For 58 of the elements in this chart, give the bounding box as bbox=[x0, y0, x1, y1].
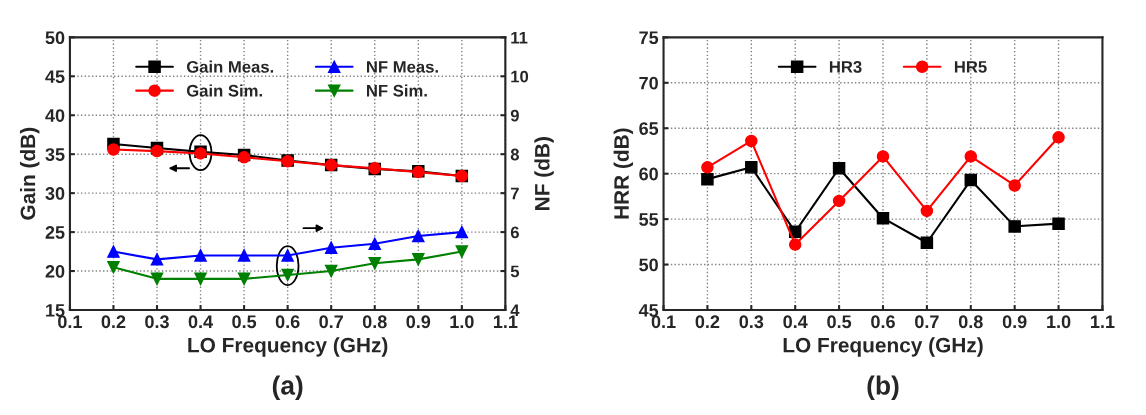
y-tick-label: 65 bbox=[639, 122, 659, 135]
x-tick-label: 0.6 bbox=[871, 315, 895, 329]
x-tick-label: 0.6 bbox=[275, 315, 300, 329]
x-tick-label: 0.1 bbox=[651, 315, 676, 329]
y-tick-label: 25 bbox=[45, 226, 65, 239]
y-tick-label: 75 bbox=[639, 31, 659, 45]
y-tick-label: 55 bbox=[639, 213, 659, 226]
x-tick-label: 0.7 bbox=[319, 315, 343, 329]
legend-label: HR5 bbox=[954, 61, 987, 73]
x-tick-label: 0.9 bbox=[406, 315, 431, 329]
legend-label: HR3 bbox=[829, 60, 862, 73]
x-tick-label: 1.1 bbox=[493, 315, 518, 328]
x-tick-label: 0.5 bbox=[232, 315, 257, 329]
x-tick-label: 1.0 bbox=[1047, 315, 1071, 329]
legend-label: NF Meas. bbox=[367, 61, 438, 73]
y-axis-title: Gain (dB) bbox=[19, 127, 40, 220]
y-tick-label: 50 bbox=[639, 258, 658, 272]
y-tick-label: 70 bbox=[639, 76, 658, 90]
y2-tick-label: 8 bbox=[510, 148, 519, 161]
y2-tick-label: 4 bbox=[510, 304, 520, 317]
x-tick-label: 1.1 bbox=[1091, 315, 1115, 328]
y2-tick-label: 11 bbox=[511, 31, 528, 44]
text: (b) bbox=[867, 375, 899, 401]
y2-tick-label: 10 bbox=[511, 70, 529, 83]
y-tick-label: 45 bbox=[45, 70, 65, 84]
y-tick-label: 60 bbox=[639, 167, 658, 181]
x-tick-label: 1.0 bbox=[450, 315, 474, 329]
y-axis-title: HRR (dB) bbox=[613, 128, 634, 219]
x-axis-title: LO Frequency (GHz) bbox=[783, 337, 983, 357]
y2-tick-label: 7 bbox=[510, 187, 519, 200]
x-tick-label: 0.5 bbox=[827, 315, 852, 329]
x-tick-label: 0.7 bbox=[915, 315, 939, 329]
y2-axis-title: NF (dB) bbox=[534, 137, 554, 210]
y-tick-label: 30 bbox=[45, 187, 65, 200]
x-tick-label: 0.8 bbox=[958, 315, 983, 329]
x-tick-label: 0.1 bbox=[58, 315, 82, 329]
legend-label: Gain Sim. bbox=[186, 84, 262, 97]
x-tick-label: 0.4 bbox=[188, 315, 213, 329]
x-axis-title: LO Frequency (GHz) bbox=[188, 337, 388, 357]
x-tick-label: 0.3 bbox=[145, 315, 169, 329]
x-tick-label: 0.2 bbox=[101, 315, 126, 329]
x-tick-label: 0.4 bbox=[783, 315, 808, 329]
y-tick-label: 45 bbox=[638, 304, 659, 317]
y2-tick-label: 9 bbox=[510, 109, 519, 122]
legend-label: Gain Meas. bbox=[186, 60, 274, 73]
text: (a) bbox=[272, 375, 303, 401]
x-tick-label: 0.3 bbox=[739, 315, 764, 329]
y-tick-label: 15 bbox=[46, 304, 65, 317]
x-tick-label: 0.9 bbox=[1002, 315, 1027, 329]
y2-tick-label: 5 bbox=[510, 265, 520, 278]
legend-label: NF Sim. bbox=[367, 84, 427, 97]
x-tick-label: 0.8 bbox=[362, 315, 387, 329]
y-tick-label: 50 bbox=[45, 31, 65, 45]
x-tick-label: 0.2 bbox=[695, 315, 720, 329]
y2-tick-label: 6 bbox=[510, 226, 519, 239]
y-tick-label: 40 bbox=[45, 109, 65, 122]
y-tick-label: 35 bbox=[45, 148, 65, 161]
y-tick-label: 20 bbox=[45, 264, 65, 278]
